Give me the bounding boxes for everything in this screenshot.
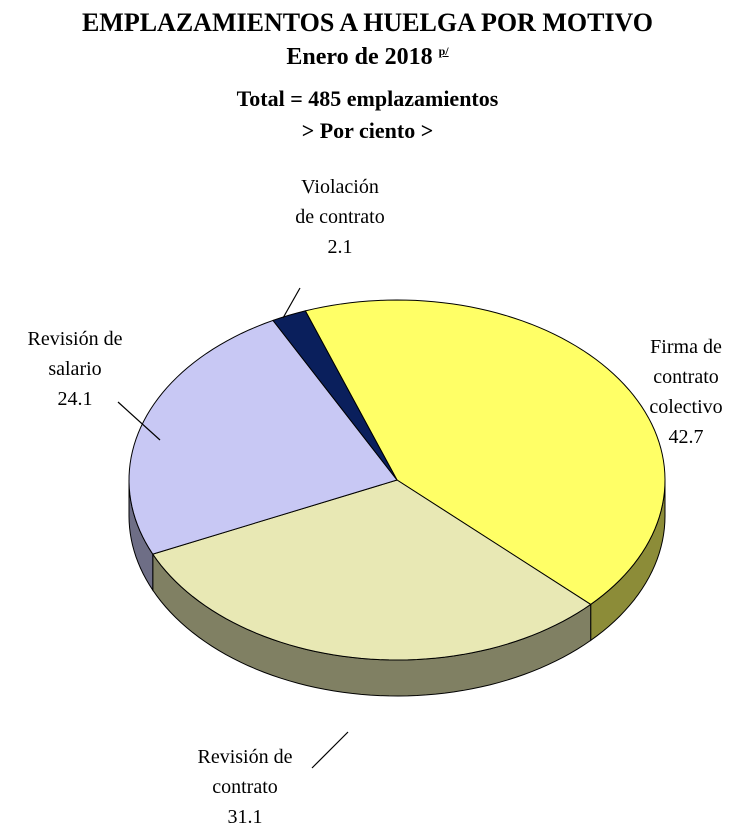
value-label: 31.1: [227, 806, 263, 828]
slices: [128, 299, 666, 697]
value-label: 2.1: [327, 236, 353, 258]
slice-label: Revisión de contrato: [197, 746, 293, 798]
unit-label: > Por ciento >: [301, 118, 434, 143]
subtitle-row: Enero de 2018 p/: [0, 44, 735, 71]
leader-line: [282, 287, 301, 319]
total-label: Total = 485 emplazamientos: [236, 86, 499, 111]
slice: [272, 310, 398, 481]
chart-title: EMPLAZAMIENTOS A HUELGA POR MOTIVO: [81, 8, 654, 37]
slice: [151, 479, 592, 661]
subtitle-note: p/: [438, 44, 449, 58]
value-label: 42.7: [668, 426, 704, 448]
slice: [128, 319, 398, 555]
subtitle: Enero de 2018: [286, 44, 433, 70]
slice-label: Firma de contrato colectivo: [649, 336, 723, 418]
slice-label: Violación de contrato: [295, 176, 385, 228]
slice: [304, 299, 666, 606]
value-label: 24.1: [57, 388, 93, 410]
leader-line: [117, 401, 161, 441]
slice-label: Revisión de salario: [27, 328, 123, 380]
leader-line: [311, 731, 349, 769]
